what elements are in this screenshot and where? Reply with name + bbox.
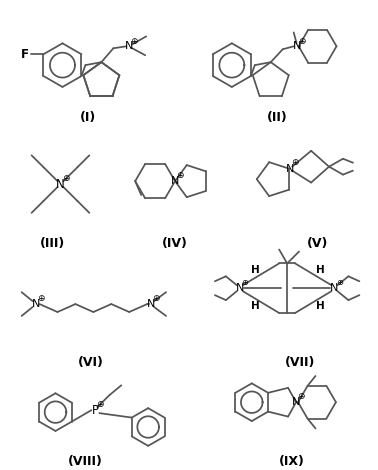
Text: ⊕: ⊕ <box>291 158 299 167</box>
Text: ⊕: ⊕ <box>152 294 160 303</box>
Text: ⊕: ⊕ <box>62 173 69 183</box>
Text: (IV): (IV) <box>162 237 188 250</box>
Text: ⊕: ⊕ <box>336 278 343 287</box>
Text: H: H <box>316 266 325 275</box>
Text: ⊕: ⊕ <box>37 294 44 303</box>
Text: (VI): (VI) <box>77 356 103 369</box>
Text: ⊕: ⊕ <box>298 37 305 46</box>
Text: N: N <box>171 176 179 186</box>
Text: ⊕: ⊕ <box>130 37 138 46</box>
Text: N: N <box>235 283 244 293</box>
Text: H: H <box>316 301 325 311</box>
Text: N: N <box>293 41 301 51</box>
Text: H: H <box>251 266 260 275</box>
Text: (VII): (VII) <box>284 356 315 369</box>
Text: N: N <box>31 299 40 309</box>
Text: N: N <box>286 164 294 173</box>
Text: N: N <box>147 299 155 309</box>
Text: ⊕: ⊕ <box>297 392 305 401</box>
Text: N: N <box>292 397 300 407</box>
Text: ⊕: ⊕ <box>96 400 104 409</box>
Text: ⊕: ⊕ <box>176 171 184 180</box>
Text: (I): (I) <box>80 111 96 124</box>
Text: (II): (II) <box>267 111 288 124</box>
Text: (V): (V) <box>307 237 328 250</box>
Text: ⊕: ⊕ <box>241 278 248 287</box>
Text: N: N <box>125 41 133 51</box>
Text: H: H <box>251 301 260 311</box>
Text: (III): (III) <box>40 237 65 250</box>
Text: (VIII): (VIII) <box>68 455 103 468</box>
Text: N: N <box>56 178 65 191</box>
Text: P: P <box>92 404 99 416</box>
Text: F: F <box>20 48 29 61</box>
Text: (IX): (IX) <box>279 455 305 468</box>
Text: N: N <box>330 283 339 293</box>
